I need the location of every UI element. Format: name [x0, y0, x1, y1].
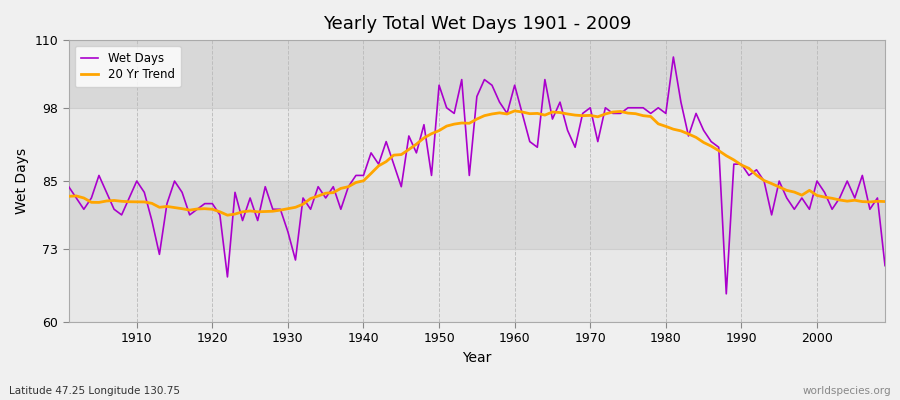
- Wet Days: [879, 263, 890, 268]
- Wet Days: [336, 207, 346, 212]
- Wet Days: [721, 292, 732, 296]
- 20 Yr Trend: [525, 111, 535, 116]
- 20 Yr Trend: [509, 108, 520, 113]
- 20 Yr Trend: [222, 213, 233, 218]
- Wet Days: [501, 111, 512, 116]
- Wet Days: [668, 55, 679, 60]
- Title: Yearly Total Wet Days 1901 - 2009: Yearly Total Wet Days 1901 - 2009: [323, 15, 631, 33]
- 20 Yr Trend: [879, 199, 890, 204]
- 20 Yr Trend: [517, 110, 527, 114]
- Wet Days: [600, 105, 611, 110]
- X-axis label: Year: Year: [463, 351, 491, 365]
- Bar: [68, 181, 885, 249]
- Legend: Wet Days, 20 Yr Trend: Wet Days, 20 Yr Trend: [75, 46, 181, 87]
- Wet Days: [124, 196, 135, 200]
- 20 Yr Trend: [343, 184, 354, 189]
- Wet Days: [290, 258, 301, 262]
- Bar: [68, 40, 885, 108]
- Y-axis label: Wet Days: Wet Days: [15, 148, 29, 214]
- Bar: [68, 249, 885, 322]
- 20 Yr Trend: [63, 194, 74, 199]
- Text: Latitude 47.25 Longitude 130.75: Latitude 47.25 Longitude 130.75: [9, 386, 180, 396]
- Line: Wet Days: Wet Days: [68, 57, 885, 294]
- 20 Yr Trend: [615, 109, 626, 114]
- Wet Days: [509, 83, 520, 88]
- Bar: [68, 108, 885, 181]
- Text: worldspecies.org: worldspecies.org: [803, 386, 891, 396]
- 20 Yr Trend: [124, 199, 135, 204]
- 20 Yr Trend: [298, 202, 309, 206]
- Line: 20 Yr Trend: 20 Yr Trend: [68, 111, 885, 215]
- Wet Days: [63, 184, 74, 189]
